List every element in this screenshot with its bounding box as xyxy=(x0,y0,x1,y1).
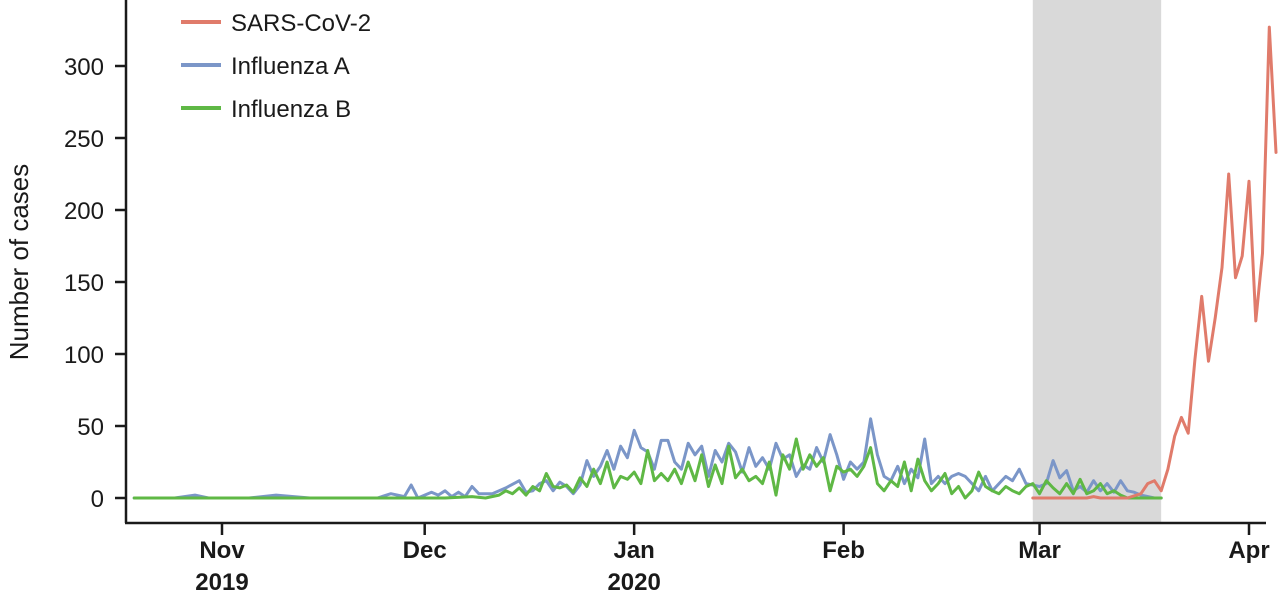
x-tick-label: Jan xyxy=(613,537,654,564)
y-tick-label: 150 xyxy=(64,270,104,297)
axes xyxy=(124,0,1266,525)
x-tick-label: Nov xyxy=(199,537,245,564)
x-tick-label: Feb xyxy=(822,537,865,564)
shaded-period xyxy=(1032,0,1162,523)
y-tick-label: 300 xyxy=(64,54,104,81)
y-tick-label: 0 xyxy=(91,486,104,513)
legend-label-influenza-a: Influenza A xyxy=(231,53,350,80)
legend-label-sars-cov-2: SARS-CoV-2 xyxy=(231,10,371,37)
series-lines xyxy=(132,25,1278,500)
y-ticks: 0 50 100 150 200 250 300 xyxy=(64,54,126,513)
x-tick-year-label: 2019 xyxy=(195,569,248,596)
series-line-sars-cov-2 xyxy=(1031,25,1278,500)
y-axis-title: Number of cases xyxy=(4,164,34,361)
y-tick-label: 100 xyxy=(64,342,104,369)
y-tick-label: 250 xyxy=(64,126,104,153)
y-tick-label: 50 xyxy=(77,414,104,441)
series-line-influenza-a xyxy=(132,417,1163,500)
legend: SARS-CoV-2 Influenza A Influenza B xyxy=(181,10,371,123)
series-line-influenza-b xyxy=(132,437,1163,500)
x-tick-year-label: 2020 xyxy=(607,569,660,596)
y-tick-label: 200 xyxy=(64,198,104,225)
x-tick-label: Apr xyxy=(1228,537,1269,564)
x-ticks: Nov 2019 Dec Jan 2020 Feb Mar Apr xyxy=(195,523,1270,596)
shaded-region xyxy=(1032,0,1162,523)
legend-label-influenza-b: Influenza B xyxy=(231,96,351,123)
x-tick-label: Dec xyxy=(403,537,447,564)
x-tick-label: Mar xyxy=(1018,537,1061,564)
